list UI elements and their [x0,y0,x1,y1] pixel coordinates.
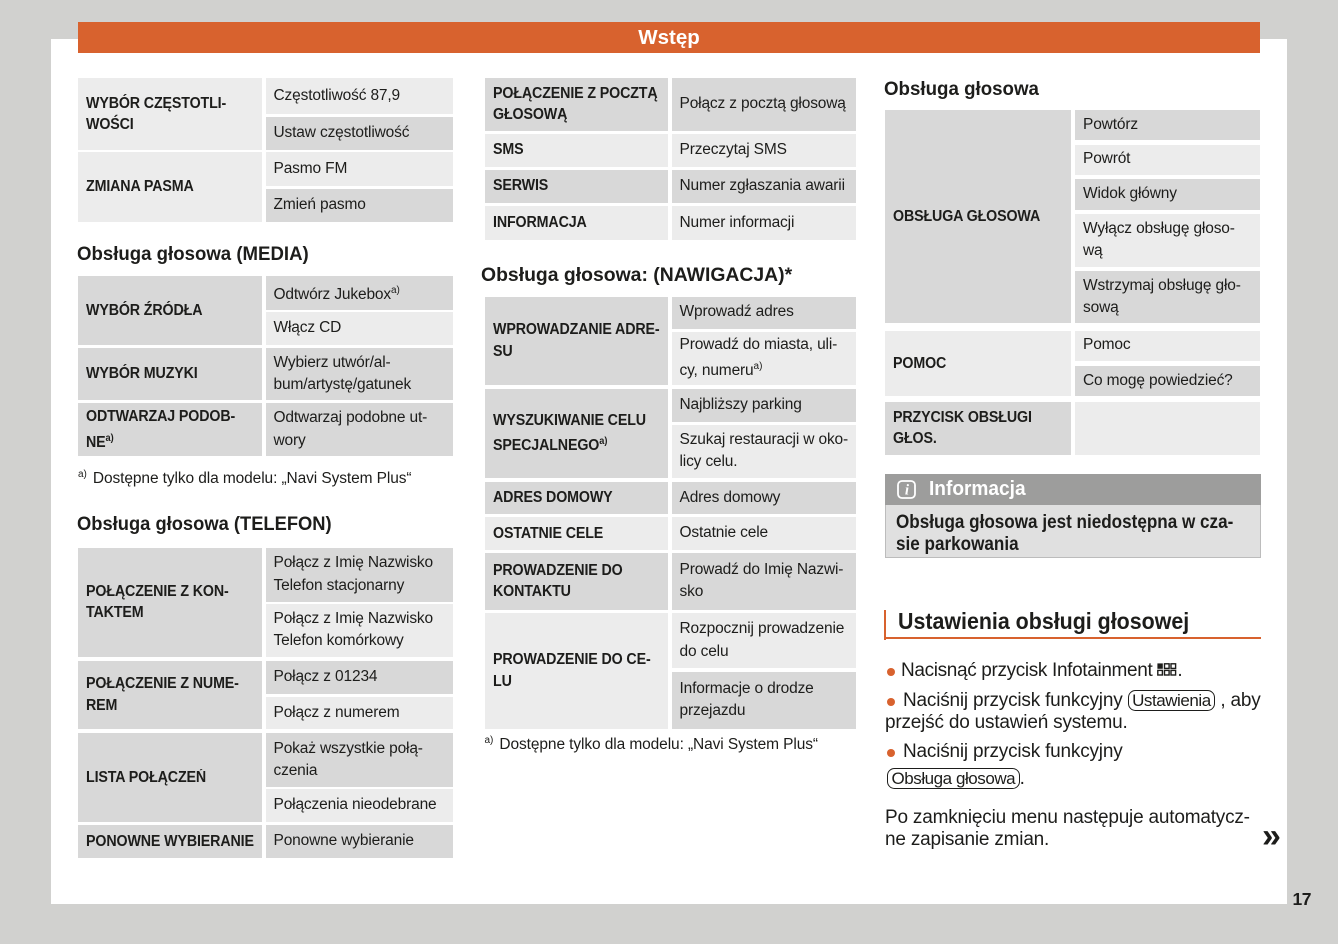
svg-text:i: i [905,483,910,499]
